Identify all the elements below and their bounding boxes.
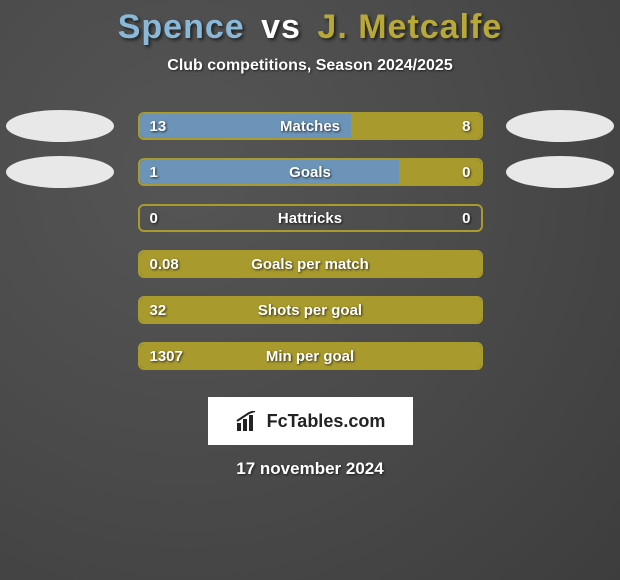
stat-bar: 32Shots per goal — [138, 296, 483, 324]
player2-name: J. Metcalfe — [317, 8, 502, 46]
stat-row: 1307Min per goal — [0, 333, 620, 379]
stat-row: 0 0Hattricks — [0, 195, 620, 241]
stat-bar: 138Matches — [138, 112, 483, 140]
bar-segment-left — [140, 114, 351, 138]
bar-segment-left — [140, 252, 481, 276]
stat-value-left: 1 — [150, 164, 158, 181]
stat-bar: 0.08Goals per match — [138, 250, 483, 278]
stat-label: Hattricks — [140, 206, 481, 230]
stats-rows: 138Matches10Goals00Hattricks0.08Goals pe… — [0, 103, 620, 379]
comparison-title: Spence vs J. Metcalfe — [0, 0, 620, 47]
stat-value-left: 1307 — [150, 348, 183, 365]
stat-value-right: 8 — [462, 118, 470, 135]
stat-value-right: 0 — [462, 210, 470, 227]
chart-icon — [235, 411, 261, 431]
logo-box: FcTables.com — [208, 397, 413, 445]
stat-row: 32Shots per goal — [0, 287, 620, 333]
logo-text: FcTables.com — [267, 411, 386, 432]
stat-row: 0.08Goals per match — [0, 241, 620, 287]
stat-bar: 1307Min per goal — [138, 342, 483, 370]
stat-value-right: 0 — [462, 164, 470, 181]
stat-value-left: 32 — [150, 302, 167, 319]
subtitle: Club competitions, Season 2024/2025 — [0, 57, 620, 75]
stat-value-left: 0 — [150, 210, 158, 227]
stat-row: 138Matches — [0, 103, 620, 149]
stat-value-left: 13 — [150, 118, 167, 135]
vs-text: vs — [261, 8, 301, 46]
stat-bar: 10Goals — [138, 158, 483, 186]
bar-segment-left — [140, 344, 481, 368]
stat-row: 10Goals — [0, 149, 620, 195]
date: 17 november 2024 — [0, 459, 620, 479]
team-logo-placeholder-right — [506, 156, 614, 188]
player1-name: Spence — [118, 8, 245, 46]
stat-value-left: 0.08 — [150, 256, 179, 273]
team-logo-placeholder-left — [6, 110, 114, 142]
stat-bar: 0 0Hattricks — [138, 204, 483, 232]
bar-segment-left — [140, 298, 481, 322]
team-logo-placeholder-right — [506, 110, 614, 142]
team-logo-placeholder-left — [6, 156, 114, 188]
bar-segment-left — [140, 160, 399, 184]
